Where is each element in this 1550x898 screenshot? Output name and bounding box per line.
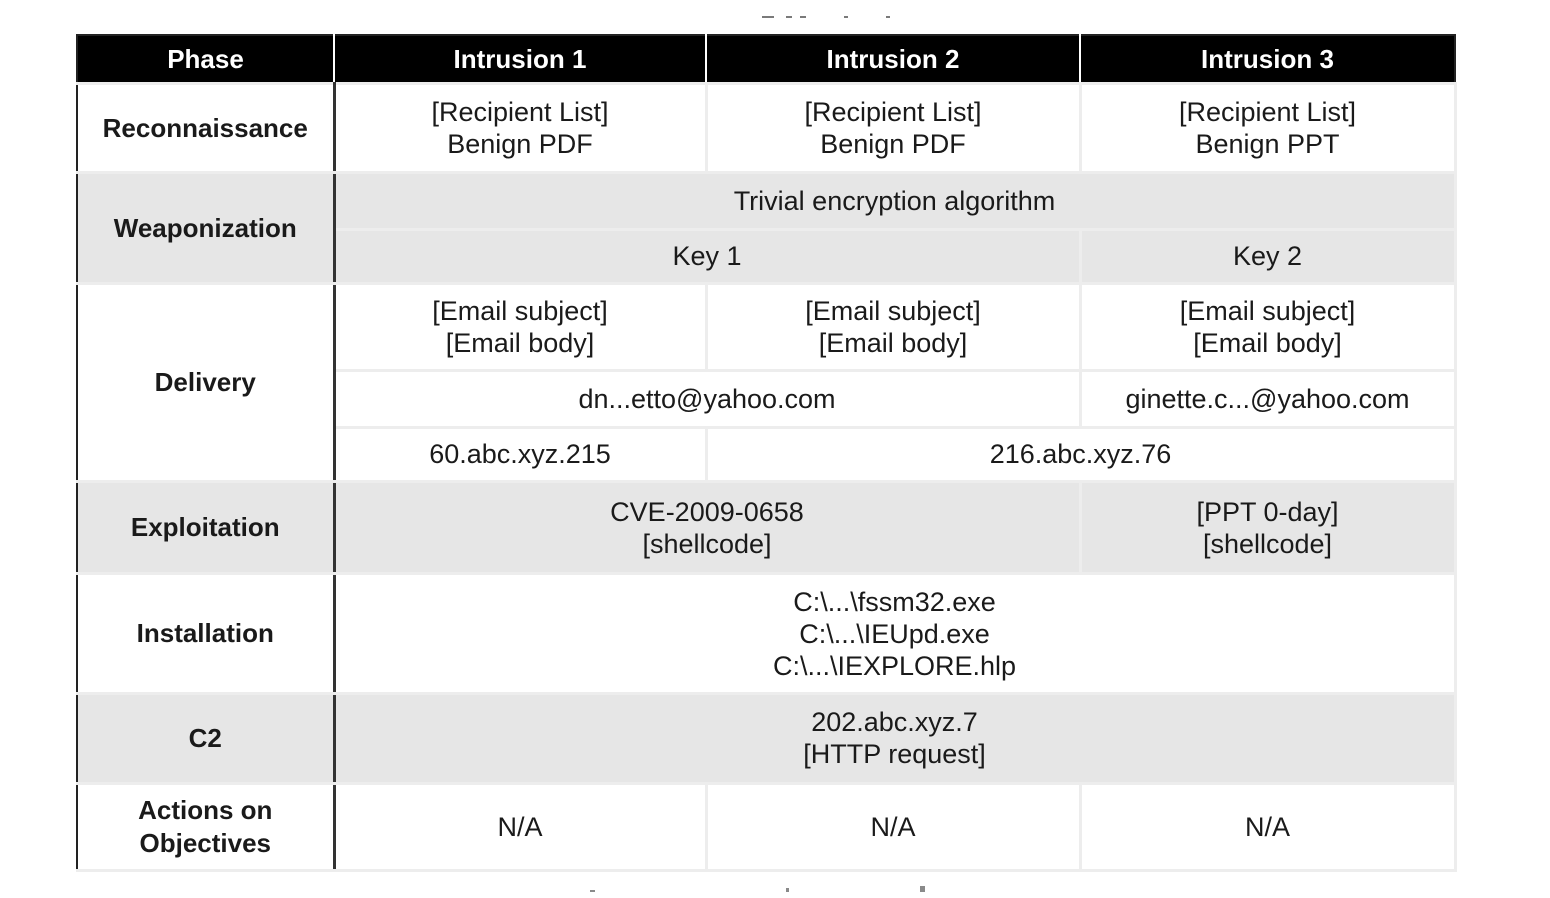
table-body: Reconnaissance [Recipient List] Benign P… <box>77 81 1457 872</box>
row-delivery-sender: dn...etto@yahoo.com ginette.c...@yahoo.c… <box>77 369 1457 429</box>
cell-delivery-email-intrusion-2: [Email subject] [Email body] <box>704 281 1082 373</box>
kill-chain-comparison-table: Phase Intrusion 1 Intrusion 2 Intrusion … <box>76 34 1457 872</box>
header-intrusion-2: Intrusion 2 <box>705 35 1081 85</box>
phase-label-exploitation: Exploitation <box>77 479 336 576</box>
row-exploitation: Exploitation CVE-2009-0658 [shellcode] [… <box>77 479 1457 576</box>
header-row: Phase Intrusion 1 Intrusion 2 Intrusion … <box>77 35 1455 85</box>
cell-delivery-email-intrusion-1: [Email subject] [Email body] <box>332 281 708 373</box>
cell-delivery-ip-intrusion-2-3: 216.abc.xyz.76 <box>704 425 1457 483</box>
cropped-caption-fragment-top <box>740 8 900 18</box>
phase-label-weaponization: Weaponization <box>77 171 336 285</box>
artifact-mark <box>800 16 806 18</box>
cell-actions-intrusion-1: N/A <box>332 781 708 872</box>
row-delivery-email: Delivery [Email subject] [Email body] [E… <box>77 281 1457 483</box>
cell-c2-all: 202.abc.xyz.7 [HTTP request] <box>332 692 1457 785</box>
artifact-mark <box>844 16 848 18</box>
phase-label-c2: C2 <box>77 692 336 785</box>
cell-delivery-ip-intrusion-1: 60.abc.xyz.215 <box>332 425 708 483</box>
table-header: Phase Intrusion 1 Intrusion 2 Intrusion … <box>77 35 1455 85</box>
row-weaponization-algorithm: Weaponization Trivial encryption algorit… <box>77 171 1457 285</box>
header-intrusion-3: Intrusion 3 <box>1079 35 1455 85</box>
row-actions-on-objectives: Actions on Objectives N/A N/A N/A <box>77 781 1457 872</box>
cell-recon-intrusion-3: [Recipient List] Benign PPT <box>1078 81 1457 175</box>
row-delivery-ip: 60.abc.xyz.215 216.abc.xyz.76 <box>77 425 1457 483</box>
cell-weaponization-algorithm: Trivial encryption algorithm <box>332 171 1457 231</box>
artifact-mark <box>886 16 890 18</box>
header-intrusion-1: Intrusion 1 <box>333 35 707 85</box>
phase-label-delivery: Delivery <box>77 282 336 483</box>
cell-exploitation-intrusion-1-2: CVE-2009-0658 [shellcode] <box>332 479 1082 576</box>
phase-label-reconnaissance: Reconnaissance <box>77 81 336 175</box>
phase-label-actions-on-objectives: Actions on Objectives <box>77 781 336 872</box>
row-installation: Installation C:\...\fssm32.exe C:\...\IE… <box>77 572 1457 696</box>
cell-delivery-sender-intrusion-1-2: dn...etto@yahoo.com <box>332 369 1082 429</box>
cell-installation-all: C:\...\fssm32.exe C:\...\IEUpd.exe C:\..… <box>332 572 1457 696</box>
cell-weaponization-key-2: Key 2 <box>1078 227 1457 286</box>
phase-label-installation: Installation <box>77 572 336 696</box>
row-c2: C2 202.abc.xyz.7 [HTTP request] <box>77 692 1457 785</box>
cell-actions-intrusion-2: N/A <box>704 781 1082 872</box>
cropped-caption-fragment-bottom <box>590 884 950 896</box>
cell-delivery-sender-intrusion-3: ginette.c...@yahoo.com <box>1078 369 1457 429</box>
artifact-mark <box>920 886 925 892</box>
cell-recon-intrusion-2: [Recipient List] Benign PDF <box>704 81 1082 175</box>
cell-delivery-email-intrusion-3: [Email subject] [Email body] <box>1078 281 1457 373</box>
artifact-mark <box>786 888 789 892</box>
cell-actions-intrusion-3: N/A <box>1078 781 1457 872</box>
row-weaponization-keys: Key 1 Key 2 <box>77 227 1457 286</box>
cell-exploitation-intrusion-3: [PPT 0-day] [shellcode] <box>1078 479 1457 576</box>
cell-recon-intrusion-1: [Recipient List] Benign PDF <box>332 81 708 175</box>
artifact-mark <box>590 890 595 892</box>
header-phase: Phase <box>77 35 335 85</box>
row-reconnaissance: Reconnaissance [Recipient List] Benign P… <box>77 81 1457 175</box>
artifact-mark <box>786 16 792 18</box>
artifact-mark <box>762 16 774 18</box>
cell-weaponization-key-1: Key 1 <box>332 227 1082 286</box>
